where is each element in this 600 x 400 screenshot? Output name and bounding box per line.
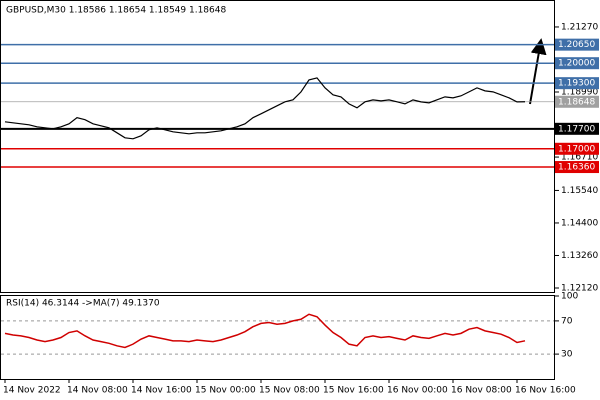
- x-tick-label: 15 Nov 16:00: [323, 386, 384, 396]
- y-tick-label: 1.18990: [561, 88, 598, 98]
- x-tick-label: 16 Nov 00:00: [387, 386, 448, 396]
- y-tick-label: 1.13260: [561, 251, 598, 261]
- level-label: 1.18648: [558, 97, 595, 107]
- level-box: [555, 161, 599, 174]
- level-label: 1.19300: [558, 79, 595, 89]
- y-tick-label: 1.21270: [561, 22, 598, 32]
- series-line: [4, 313, 526, 349]
- rsi-frame: [0, 295, 555, 380]
- level-box: [555, 38, 599, 51]
- y-tick-label: 70: [561, 316, 573, 326]
- y-tick-label: 1.12120: [561, 284, 598, 294]
- level-box: [555, 122, 599, 135]
- price-frame: [0, 0, 555, 293]
- rsi-title: RSI(14) 46.3144 ->MA(7) 49.1370: [6, 299, 160, 309]
- y-tick-label: 1.14400: [561, 218, 598, 228]
- level-label: 1.20650: [558, 40, 595, 50]
- x-tick-label: 14 Nov 08:00: [67, 386, 128, 396]
- arrow: [529, 38, 547, 105]
- series-line: [4, 77, 526, 140]
- level-label: 1.16360: [558, 163, 595, 173]
- y-tick-label: 1.16710: [561, 153, 598, 163]
- y-tick-label: 1.15540: [561, 186, 598, 196]
- level-box: [555, 57, 599, 70]
- level-label: 1.20000: [558, 59, 595, 69]
- level-label: 1.17700: [558, 124, 595, 134]
- level-box: [555, 95, 599, 108]
- level-box: [555, 77, 599, 90]
- x-tick-label: 16 Nov 08:00: [451, 386, 512, 396]
- level-box: [555, 142, 599, 155]
- x-tick-label: 16 Nov 16:00: [515, 386, 576, 396]
- x-tick-label: 14 Nov 16:00: [131, 386, 192, 396]
- level-label: 1.17000: [558, 144, 595, 154]
- x-tick-label: 15 Nov 08:00: [259, 386, 320, 396]
- chart-title: GBPUSD,M30 1.18586 1.18654 1.18549 1.186…: [6, 6, 226, 16]
- y-tick-label: 100: [561, 292, 578, 302]
- y-tick-label: 30: [561, 350, 573, 360]
- x-tick-label: 15 Nov 00:00: [195, 386, 256, 396]
- x-tick-label: 14 Nov 2022: [3, 386, 61, 396]
